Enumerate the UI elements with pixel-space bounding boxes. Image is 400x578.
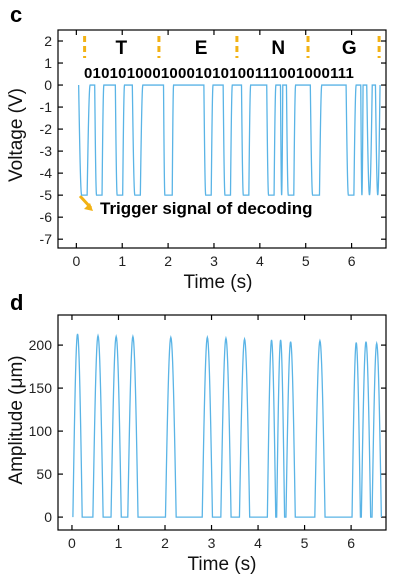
trigger-annotation: Trigger signal of decoding [100,199,313,218]
plot-area-c: 0 1 2 3 4 5 6 2 1 0 -1 -2 -3 -4 -5 -6 -7 T E N G [40,29,387,269]
x-tick-label-d: 3 [208,535,216,551]
panel-label-c: c [10,2,22,27]
y-tick-label-c: 1 [44,55,52,71]
x-tick-label-d: 2 [161,535,169,551]
axes-frame-d [57,314,387,531]
y-tick-label-d: 50 [36,466,52,482]
axes-frame-c [57,29,387,249]
decoded-letter: E [195,38,208,59]
decoded-letter: T [116,38,128,59]
x-tick-label-c: 1 [118,253,126,269]
y-tick-label-d: 100 [29,423,53,439]
y-tick-label-c: -5 [40,187,53,203]
series-line-c [77,84,381,196]
ylabel-d: Amplitude (μm) [6,355,27,484]
y-tick-label-c: -7 [40,231,53,247]
x-tick-label-c: 5 [302,253,310,269]
series-line-d [72,333,382,518]
x-tick-label-d: 4 [254,535,262,551]
plot-area-d: 0 1 2 3 4 5 6 0 50 100 150 200 [29,314,387,551]
trigger-arrow-head [84,203,93,211]
y-tick-label-c: 2 [44,33,52,49]
y-tick-label-c: -4 [40,165,53,181]
x-tick-label-c: 6 [348,253,356,269]
y-tick-label-c: -1 [40,99,53,115]
panel-label-d: d [10,290,23,315]
x-tick-label-c: 0 [72,253,80,269]
xlabel-d: Time (s) [188,554,257,575]
x-tick-label-c: 3 [210,253,218,269]
decoded-letter: G [342,38,357,59]
x-tick-label-d: 5 [301,535,309,551]
y-tick-label-d: 0 [44,509,52,525]
y-tick-label-d: 200 [29,337,53,353]
decoded-letter: N [271,38,285,59]
y-tick-label-c: -6 [40,209,53,225]
y-tick-label-c: -3 [40,143,53,159]
y-tick-label-c: 0 [44,77,52,93]
x-tick-label-c: 2 [164,253,172,269]
ylabel-c: Voltage (V) [6,88,27,182]
y-tick-label-c: -2 [40,121,53,137]
x-tick-label-c: 4 [256,253,264,269]
x-tick-label-d: 1 [115,535,123,551]
x-tick-label-d: 0 [68,535,76,551]
y-tick-label-d: 150 [29,380,53,396]
bit-sequence: 01010100010001010100111001000111 [84,65,354,82]
xlabel-c: Time (s) [184,272,253,293]
x-tick-label-d: 6 [347,535,355,551]
